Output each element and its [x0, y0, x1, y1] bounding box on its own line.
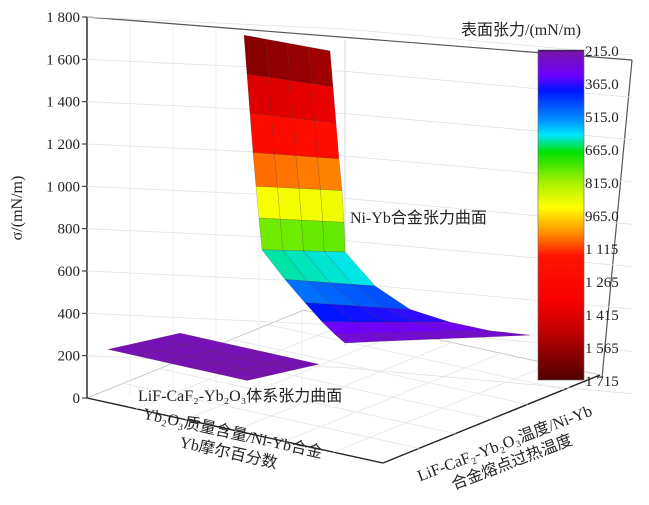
ni-yb-surface-cell — [268, 77, 294, 119]
lif-surface-label: LiF-CaF₂-Yb₂O₃体系张力曲面 — [138, 387, 342, 405]
colorbar-tick-label: 515.0 — [585, 110, 619, 126]
z-tick-label: 1 200 — [46, 137, 80, 153]
ni-yb-surface-cell — [279, 218, 304, 252]
colorbar-title: 表面张力/(mN/m) — [461, 21, 581, 39]
z-tick-label: 1 800 — [46, 10, 80, 26]
colorbar-tick-label: 365.0 — [585, 77, 619, 93]
ni-yb-surface-cell — [252, 152, 278, 188]
colorbar-gradient — [537, 49, 585, 381]
z-tick-label: 800 — [58, 222, 81, 238]
z-tick-label: 1 400 — [46, 95, 80, 111]
ni-yb-surface-cell — [298, 188, 324, 222]
z-tick-label: 0 — [73, 391, 81, 407]
ni-yb-surface-cell — [243, 34, 269, 78]
colorbar-tick-label: 215.0 — [585, 44, 619, 60]
lif-surface-cell — [219, 368, 272, 381]
ni-yb-surface-cell — [289, 80, 315, 121]
ni-yb-surface-cell — [274, 153, 300, 189]
colorbar-tick-label: 965.0 — [585, 209, 619, 225]
ni-yb-surface-cell — [265, 38, 291, 81]
ni-yb-surface-cell — [320, 189, 345, 223]
ni-yb-surface-cell — [314, 120, 340, 160]
z-tick-label: 400 — [58, 306, 81, 322]
ni-yb-surface-cell — [271, 115, 297, 156]
ni-yb-surface-cell — [308, 46, 334, 88]
z-tick-label: 1 600 — [46, 52, 80, 68]
z-axis-label: σ/(mN/m) — [9, 176, 26, 241]
ni-yb-surface-cell — [277, 187, 302, 221]
colorbar-tick-label: 1 115 — [585, 242, 618, 258]
colorbar-tick-label: 1 265 — [585, 275, 619, 291]
grid-line-z — [86, 16, 346, 30]
ni-yb-surface-cell — [295, 155, 321, 190]
ni-yb-surface-cell — [311, 83, 337, 124]
z-axis-ticks: 0 200 400 600 800 1 000 1 200 1 400 1 600 1 800 — [46, 10, 87, 407]
ni-yb-surface — [243, 34, 531, 344]
ni-yb-surface-label: Ni-Yb合金张力曲面 — [350, 209, 487, 227]
ni-yb-surface-cell — [249, 113, 275, 155]
ni-yb-surface-cell — [301, 219, 325, 252]
ni-yb-surface-cell — [322, 220, 346, 253]
ni-yb-surface-cell — [451, 330, 531, 338]
ni-yb-surface-cell — [317, 157, 343, 191]
ni-yb-surface-cell — [286, 42, 312, 85]
ni-yb-surface-cell — [255, 186, 281, 220]
colorbar-tick-label: 815.0 — [585, 176, 619, 192]
lif-surface — [107, 332, 320, 381]
z-tick-label: 600 — [58, 264, 81, 280]
z-tick-label: 1 000 — [46, 179, 80, 195]
ni-yb-surface-cell — [258, 217, 284, 251]
colorbar-tick-label: 1 715 — [585, 374, 619, 390]
colorbar-tick-label: 1 565 — [585, 341, 619, 357]
colorbar-tick-label: 1 415 — [585, 308, 619, 324]
ni-yb-surface-cell — [246, 73, 272, 117]
grid-line-z — [344, 367, 633, 395]
grid-line-floor — [267, 324, 564, 391]
colorbar: 表面张力/(mN/m) 215.0 365.0 515.0 665.0 815.0 965… — [461, 21, 619, 390]
z-tick-label: 200 — [58, 349, 81, 365]
box-right-edge — [601, 59, 633, 379]
ni-yb-surface-cell — [292, 117, 318, 158]
colorbar-tick-label: 665.0 — [585, 143, 619, 159]
